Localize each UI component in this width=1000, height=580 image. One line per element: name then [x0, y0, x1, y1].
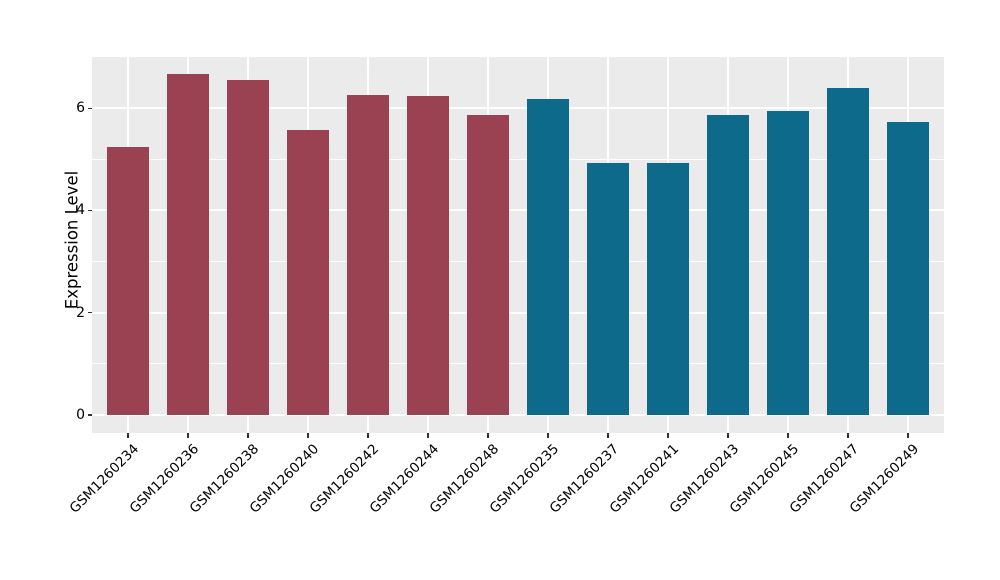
x-tick — [547, 433, 549, 438]
x-tick — [727, 433, 729, 438]
x-tick — [247, 433, 249, 438]
bar — [227, 79, 269, 415]
y-tick-label: 4 — [76, 202, 85, 219]
grid-line-y-major — [92, 414, 944, 416]
x-tick — [847, 433, 849, 438]
x-tick — [667, 433, 669, 438]
grid-line-y-major — [92, 107, 944, 110]
plot-panel — [92, 57, 944, 433]
bar — [587, 162, 629, 415]
y-tick — [87, 312, 92, 314]
x-tick — [367, 433, 369, 438]
x-tick — [187, 433, 189, 438]
x-tick — [487, 433, 489, 438]
grid-line-y-minor — [92, 158, 944, 160]
y-axis-label: Expression Level — [62, 170, 82, 310]
x-tick — [907, 433, 909, 438]
grid-line-y-major — [92, 209, 944, 212]
y-tick — [87, 107, 92, 109]
y-tick — [87, 414, 92, 416]
bar — [887, 121, 929, 415]
x-tick — [607, 433, 609, 438]
bar — [287, 129, 329, 415]
bar — [707, 114, 749, 415]
bar — [347, 94, 389, 415]
x-tick — [787, 433, 789, 438]
bar — [107, 147, 149, 415]
x-tick — [127, 433, 129, 438]
y-tick-label: 2 — [76, 304, 85, 321]
grid-line-y-minor — [92, 261, 944, 263]
x-tick — [307, 433, 309, 438]
y-tick-label: 0 — [76, 407, 85, 423]
y-tick — [87, 209, 92, 212]
x-tick — [427, 433, 429, 438]
bar — [527, 98, 569, 415]
grid-line-y-major — [92, 311, 944, 314]
bar — [827, 87, 869, 415]
grid-line-y-minor — [92, 363, 944, 365]
bar — [407, 95, 449, 415]
bar — [167, 73, 209, 415]
y-tick-label: 6 — [76, 100, 85, 117]
bar — [767, 110, 809, 415]
bar — [647, 162, 689, 415]
bar — [467, 115, 509, 415]
